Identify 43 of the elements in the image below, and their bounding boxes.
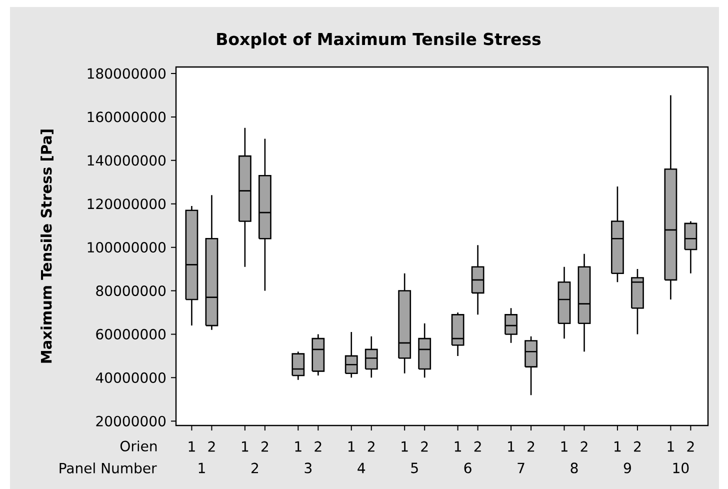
text: 5 [411, 462, 418, 474]
x-tick-label: 1 [561, 441, 568, 452]
x-tick-label: 2 [314, 441, 322, 452]
x-tick-label: 2 [262, 441, 268, 452]
y-tick-label: 100000000 [88, 242, 166, 253]
y-tick-label: 160000000 [88, 112, 166, 122]
x-axis-title: Orien [120, 440, 157, 452]
x-tick-label: 2 [208, 441, 215, 452]
y-axis-title: Maximum Tensile Stress [Pa] [40, 130, 54, 363]
x-tick-label: 1 [508, 441, 514, 452]
text: 1 [198, 462, 205, 474]
x-tick-label: 2 [580, 441, 588, 452]
x-tick-label: 1 [188, 441, 195, 452]
y-tick-label: 20000000 [96, 416, 166, 426]
x-tick-label: 2 [474, 441, 481, 452]
x-tick-label: 2 [634, 441, 641, 452]
text: 10 [673, 462, 689, 474]
x-tick-label: 1 [402, 441, 408, 452]
text: 6 [464, 462, 472, 474]
text: 9 [624, 462, 631, 474]
x-tick-label: 2 [528, 441, 534, 452]
text: 3 [304, 462, 312, 474]
x-tick-label: 2 [368, 441, 374, 452]
text: 7 [518, 462, 524, 474]
x-tick-label: 1 [668, 441, 674, 452]
chart-title: Boxplot of Maximum Tensile Stress [217, 32, 541, 48]
text: 8 [570, 462, 578, 474]
y-tick-label: 60000000 [96, 328, 166, 340]
y-tick-label: 140000000 [88, 155, 166, 166]
x-tick-label: 2 [687, 441, 694, 452]
x-tick-label: 2 [421, 441, 428, 452]
y-tick-label: 80000000 [96, 285, 166, 296]
text: Panel Number [60, 462, 157, 474]
x-tick-label: 1 [454, 441, 461, 452]
x-tick-label: 1 [614, 441, 621, 452]
y-tick-label: 120000000 [88, 198, 166, 210]
text: 2 [252, 462, 258, 474]
x-tick-label: 1 [295, 441, 302, 452]
x-tick-label: 1 [242, 441, 248, 452]
y-tick-label: 40000000 [96, 372, 166, 383]
x-tick-label: 1 [348, 441, 355, 452]
text: 4 [358, 462, 366, 474]
y-tick-label: 180000000 [88, 68, 166, 79]
